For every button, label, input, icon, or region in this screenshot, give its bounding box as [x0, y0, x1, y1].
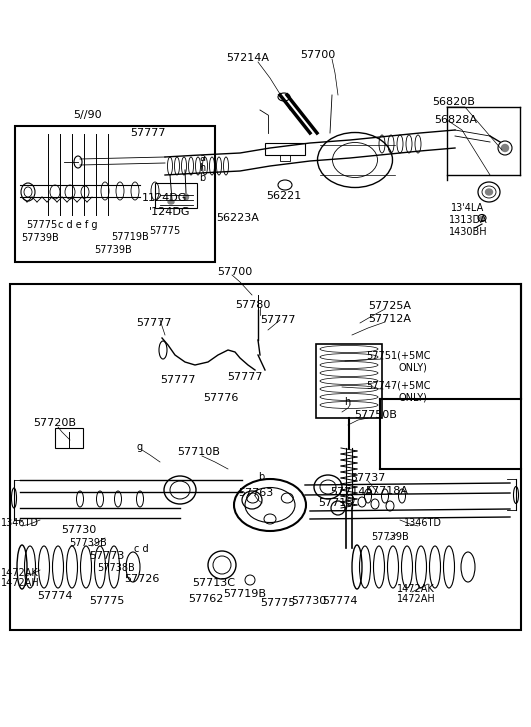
- Text: 56221: 56221: [267, 191, 302, 201]
- Text: 1346TD: 1346TD: [404, 518, 442, 528]
- Text: 57726: 57726: [124, 574, 160, 584]
- Text: 57718A: 57718A: [365, 486, 408, 496]
- Text: '124DG: '124DG: [149, 207, 191, 217]
- Text: 57714A: 57714A: [330, 487, 373, 497]
- Text: 57720B: 57720B: [33, 418, 76, 428]
- Text: 57763: 57763: [238, 488, 273, 498]
- Text: 56223A: 56223A: [217, 213, 260, 223]
- Text: 57730: 57730: [62, 525, 97, 535]
- Text: c d: c d: [134, 544, 148, 554]
- Ellipse shape: [485, 189, 492, 195]
- Text: g: g: [137, 442, 143, 452]
- Text: ONLY): ONLY): [399, 392, 427, 402]
- Text: ONLY): ONLY): [399, 362, 427, 372]
- Text: 57719B: 57719B: [111, 232, 149, 242]
- Ellipse shape: [184, 194, 189, 200]
- Text: 57713C: 57713C: [193, 578, 236, 588]
- Bar: [55, 428, 83, 448]
- Text: h: h: [199, 163, 205, 173]
- Text: a: a: [199, 153, 205, 163]
- Bar: [10, 284, 521, 630]
- Text: 57762: 57762: [189, 594, 224, 604]
- Text: 56828A: 56828A: [434, 115, 477, 125]
- Text: 57715: 57715: [319, 498, 354, 508]
- Text: c d e f g: c d e f g: [58, 220, 98, 230]
- Text: 57700: 57700: [217, 267, 253, 277]
- Bar: [316, 344, 382, 418]
- Text: 57739B: 57739B: [69, 538, 107, 548]
- Text: 57214A: 57214A: [227, 53, 270, 63]
- Bar: [155, 183, 197, 208]
- Text: 1472AK: 1472AK: [1, 568, 39, 578]
- Text: 57751(+5MC: 57751(+5MC: [366, 351, 430, 361]
- Ellipse shape: [480, 217, 484, 220]
- Text: 1430BH: 1430BH: [449, 227, 487, 237]
- Text: 57777: 57777: [227, 372, 263, 382]
- Text: 1313DA: 1313DA: [449, 215, 487, 225]
- Text: 57739B: 57739B: [371, 532, 409, 542]
- Text: 57775: 57775: [89, 596, 125, 606]
- Text: 57777: 57777: [136, 318, 172, 328]
- Text: 1346TD: 1346TD: [1, 518, 39, 528]
- Text: 57739B: 57739B: [21, 233, 59, 243]
- Text: 56820B: 56820B: [433, 97, 475, 107]
- Text: 57730: 57730: [292, 596, 327, 606]
- Bar: [15, 126, 215, 262]
- Text: 13'4LA: 13'4LA: [451, 203, 485, 213]
- Text: h: h: [344, 397, 350, 407]
- Text: 57777: 57777: [160, 375, 196, 385]
- Text: 57777: 57777: [260, 315, 296, 325]
- Text: 57774: 57774: [322, 596, 358, 606]
- Text: 57773: 57773: [89, 551, 125, 561]
- Text: 57775: 57775: [260, 598, 296, 608]
- Text: 1472AH: 1472AH: [1, 578, 39, 588]
- Text: b: b: [199, 173, 205, 183]
- Text: 57739B: 57739B: [94, 245, 132, 255]
- Text: 57776: 57776: [203, 393, 239, 403]
- Text: 1472AK: 1472AK: [397, 584, 435, 594]
- Text: 57775: 57775: [27, 220, 58, 230]
- Text: 57710B: 57710B: [177, 447, 220, 457]
- Text: 1124DG: 1124DG: [142, 193, 187, 203]
- Text: 1472AH: 1472AH: [397, 594, 435, 604]
- Text: 57780: 57780: [235, 300, 271, 310]
- Text: 57747(+5MC: 57747(+5MC: [366, 381, 430, 391]
- Text: b: b: [258, 472, 264, 482]
- Text: 57712A: 57712A: [369, 314, 412, 324]
- Text: 57738B: 57738B: [97, 563, 135, 573]
- Bar: [265, 143, 305, 155]
- Text: 57725A: 57725A: [369, 301, 412, 311]
- Text: 57777: 57777: [130, 128, 166, 138]
- Text: 57775: 57775: [149, 226, 181, 236]
- Text: 57737: 57737: [350, 473, 386, 483]
- Text: 57700: 57700: [301, 50, 336, 60]
- Ellipse shape: [501, 145, 509, 151]
- Text: 57719B: 57719B: [224, 589, 267, 599]
- Text: 57774: 57774: [37, 591, 73, 601]
- Bar: [280, 155, 290, 161]
- Text: 57750B: 57750B: [355, 410, 397, 420]
- Text: 5//90: 5//90: [74, 110, 102, 120]
- Ellipse shape: [168, 200, 174, 204]
